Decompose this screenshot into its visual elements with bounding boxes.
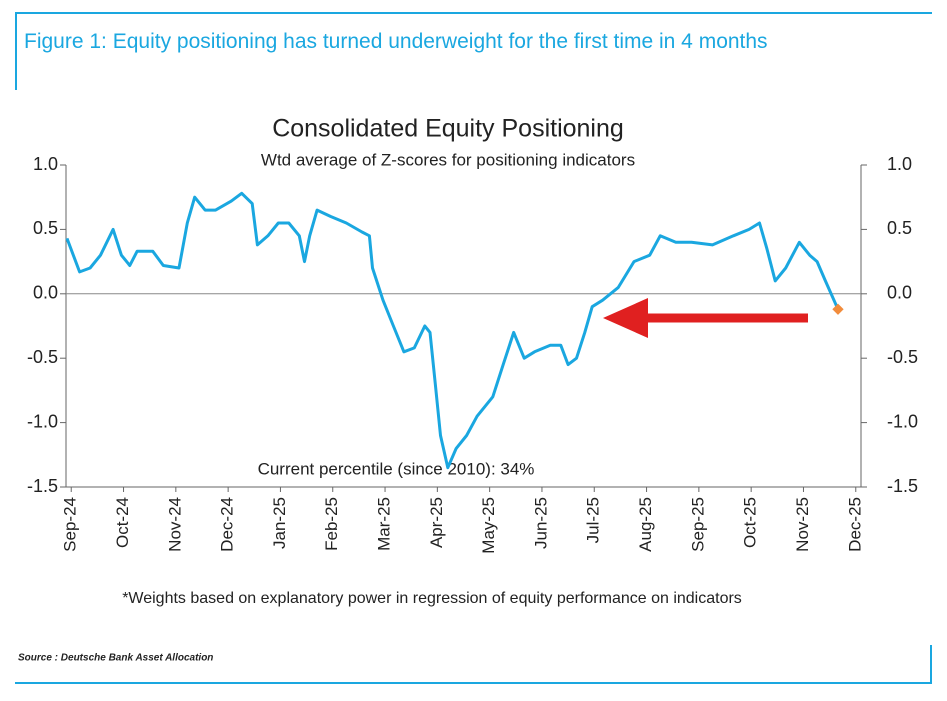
y-tick-label: -1.0 — [27, 411, 58, 431]
last-point — [832, 303, 844, 315]
chart-title: Consolidated Equity Positioning — [272, 115, 624, 143]
y2-tick-label: -1.5 — [887, 476, 918, 496]
x-tick-label: Oct-24 — [113, 497, 132, 548]
figure-title-box: Figure 1: Equity positioning has turned … — [24, 30, 768, 53]
x-tick-label: Jul-25 — [584, 497, 603, 543]
y-tick-label: 0.0 — [33, 283, 58, 303]
y2-tick-label: -1.0 — [887, 411, 918, 431]
y2-tick-label: 0.0 — [887, 283, 912, 303]
y2-tick-label: -0.5 — [887, 347, 918, 367]
x-tick-label: Dec-24 — [218, 497, 237, 552]
figure-title: Figure 1: Equity positioning has turned … — [24, 30, 768, 53]
footnote: *Weights based on explanatory power in r… — [122, 590, 742, 607]
y-tick-label: -0.5 — [27, 347, 58, 367]
arrow-head — [603, 298, 648, 338]
annotation: Current percentile (since 2010): 34% — [258, 459, 535, 478]
series-line — [65, 191, 840, 470]
source: Source : Deutsche Bank Asset Allocation — [18, 653, 213, 664]
chart-subtitle: Wtd average of Z-scores for positioning … — [261, 150, 635, 169]
x-tick-label: May-25 — [479, 497, 498, 554]
y2-tick-label: 0.5 — [887, 218, 912, 238]
x-tick-label: Nov-25 — [793, 497, 812, 552]
y2-tick-label: 1.0 — [887, 154, 912, 174]
y-tick-label: 0.5 — [33, 218, 58, 238]
x-tick-label: Nov-24 — [165, 497, 184, 552]
x-tick-label: Dec-25 — [845, 497, 864, 552]
x-tick-label: Oct-25 — [741, 497, 760, 548]
x-tick-label: Jan-25 — [270, 497, 289, 549]
x-tick-label: Aug-25 — [636, 497, 655, 552]
x-tick-label: Jun-25 — [531, 497, 550, 549]
x-tick-label: Apr-25 — [427, 497, 446, 548]
x-tick-label: Sep-25 — [688, 497, 707, 552]
x-tick-label: Feb-25 — [322, 497, 341, 551]
x-tick-label: Sep-24 — [61, 497, 80, 552]
y-tick-label: 1.0 — [33, 154, 58, 174]
x-tick-label: Mar-25 — [375, 497, 394, 551]
y-tick-label: -1.5 — [27, 476, 58, 496]
plot: 1.0 0.5 0.0 -0.5 -1.0 -1.5 1.0 0.5 0.0 -0.5 -1.0 -1… — [27, 154, 918, 554]
